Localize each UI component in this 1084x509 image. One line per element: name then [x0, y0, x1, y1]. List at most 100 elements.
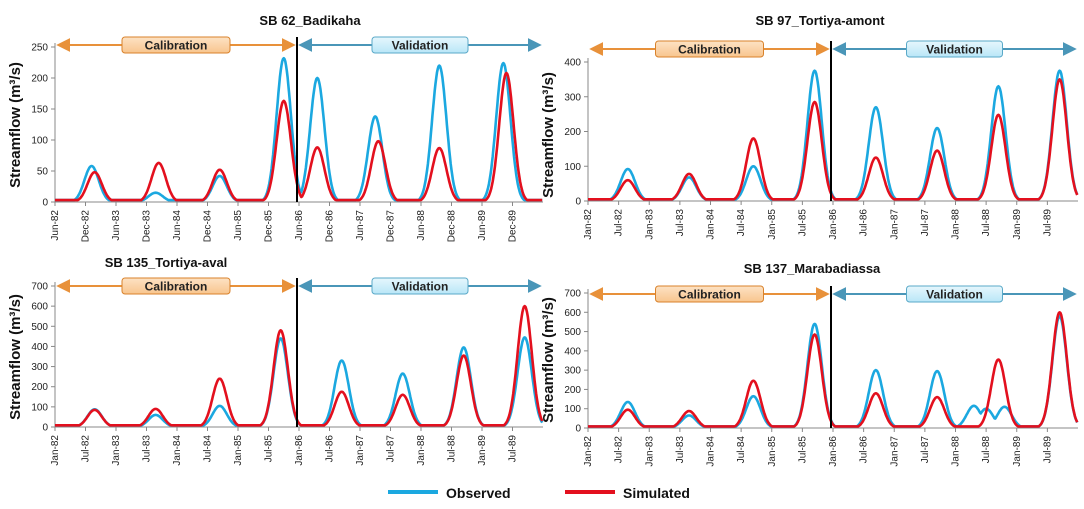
- x-tick-label: Dec-84: [203, 210, 214, 243]
- x-tick-label: Dec-89: [508, 210, 519, 243]
- x-tick-label: Jan-86: [828, 209, 839, 240]
- y-tick-label: 400: [564, 58, 581, 69]
- chart-panel-badikaha: SB 62_Badikaha Streamflow (m³/s) 0 50 100 1…: [7, 13, 543, 242]
- y-tick-label: 250: [31, 43, 48, 54]
- y-tick-label: 300: [564, 366, 581, 377]
- chart-title: SB 62_Badikaha: [259, 13, 361, 28]
- legend-label-observed: Observed: [446, 485, 511, 501]
- y-tick-label: 150: [31, 105, 48, 116]
- x-tick-label: Dec-88: [447, 210, 458, 243]
- y-tick-label: 400: [31, 342, 48, 353]
- chart-title: SB 97_Tortiya-amont: [755, 13, 885, 28]
- x-tick-label: Jan-86: [828, 436, 839, 467]
- chart-panel-marabadiassa: SB 137_Marabadiassa Streamflow (m³/s) 0 1…: [540, 261, 1079, 467]
- validation-label-box: [371, 36, 469, 54]
- x-tick-label: Jul-85: [264, 435, 275, 463]
- x-tick-label: Jan-82: [583, 436, 594, 467]
- calibration-label-box: [121, 277, 231, 295]
- calibration-label: Calibration: [145, 280, 208, 294]
- x-tick-label: Jan-87: [889, 436, 900, 467]
- x-tick-label: Dec-85: [264, 210, 275, 243]
- legend-label-simulated: Simulated: [623, 485, 690, 501]
- x-tick-label: Jan-85: [767, 209, 778, 240]
- x-tick-label: Jan-87: [355, 435, 366, 466]
- y-tick-label: 0: [42, 198, 48, 209]
- x-tick-label: Jul-83: [675, 209, 686, 237]
- x-tick-label: Jun-88: [416, 210, 427, 241]
- x-tick-label: Jul-86: [859, 436, 870, 464]
- y-tick-label: 500: [31, 322, 48, 333]
- x-tick-label: Jun-82: [50, 210, 61, 241]
- y-tick-label: 200: [31, 74, 48, 85]
- plot-area: 0 100 200 300 400 Jan-82 Jul-82 Jan-83 Jul-83 Jan…: [564, 40, 1079, 240]
- x-tick-label: Jul-88: [447, 435, 458, 463]
- y-tick-label: 500: [564, 327, 581, 338]
- x-tick-label: Jan-88: [951, 436, 962, 467]
- x-tick-label: Jan-86: [294, 435, 305, 466]
- x-tick-label: Jul-82: [614, 209, 625, 237]
- x-tick-label: Jun-89: [477, 210, 488, 241]
- calibration-label-box: [121, 36, 231, 54]
- x-tick-label: Dec-83: [142, 210, 153, 243]
- series-line-simulated: [587, 311, 1079, 428]
- x-tick-label: Jul-82: [614, 436, 625, 464]
- chart-panel-tortiya-amont: SB 97_Tortiya-amont Streamflow (m³/s) 0 1…: [540, 13, 1079, 240]
- validation-label-box: [371, 277, 469, 295]
- y-tick-label: 100: [564, 162, 581, 173]
- x-tick-label: Jul-82: [81, 435, 92, 463]
- series-line-observed: [54, 56, 543, 202]
- x-tick-label: Jun-86: [294, 210, 305, 241]
- validation-label: Validation: [926, 288, 983, 302]
- x-tick-label: Jul-87: [920, 436, 931, 464]
- y-tick-label: 400: [564, 346, 581, 357]
- chart-panel-tortiya-aval: SB 135_Tortiya-aval Streamflow (m³/s) 0 1…: [7, 255, 544, 466]
- calibration-label: Calibration: [145, 39, 208, 53]
- x-tick-label: Jul-86: [859, 209, 870, 237]
- y-tick-label: 600: [564, 308, 581, 319]
- x-tick-label: Jan-83: [644, 209, 655, 240]
- series-line-simulated: [54, 304, 544, 427]
- x-tick-label: Jul-87: [920, 209, 931, 237]
- y-tick-label: 200: [564, 127, 581, 138]
- y-axis-label: Streamflow (m³/s): [7, 294, 24, 420]
- series-line-simulated: [587, 78, 1079, 201]
- x-tick-label: Jul-88: [981, 436, 992, 464]
- x-tick-label: Jan-88: [951, 209, 962, 240]
- x-tick-label: Jan-84: [706, 209, 717, 240]
- calibration-label-box: [655, 285, 764, 303]
- x-tick-label: Jul-89: [508, 435, 519, 463]
- y-tick-label: 300: [31, 362, 48, 373]
- x-tick-label: Dec-87: [386, 210, 397, 243]
- y-tick-label: 200: [31, 382, 48, 393]
- y-tick-label: 0: [575, 424, 581, 435]
- x-tick-label: Jan-83: [111, 435, 122, 466]
- x-tick-label: Jun-83: [111, 210, 122, 241]
- y-tick-label: 300: [564, 92, 581, 103]
- legend: Observed Simulated: [388, 485, 690, 501]
- x-tick-label: Jun-84: [172, 210, 183, 241]
- plot-area: 0 50 100 150 200 250 Jun-82 Dec-82 Jun-83 Dec-83 J…: [31, 36, 543, 243]
- y-tick-label: 100: [31, 402, 48, 413]
- x-tick-label: Jan-87: [889, 209, 900, 240]
- validation-label-box: [906, 285, 1003, 303]
- plot-area: 0 100 200 300 400 500 600 700 Jan-82 Jul-82 Jan-83…: [31, 277, 544, 466]
- x-tick-label: Jul-84: [736, 209, 747, 237]
- x-tick-label: Jan-89: [477, 435, 488, 466]
- x-tick-label: Dec-86: [325, 210, 336, 243]
- calibration-label-box: [655, 40, 764, 58]
- x-tick-label: Jul-84: [736, 436, 747, 464]
- y-axis-label: Streamflow (m³/s): [540, 297, 557, 423]
- x-tick-label: Jul-86: [325, 435, 336, 463]
- y-tick-label: 700: [564, 289, 581, 300]
- y-tick-label: 600: [31, 302, 48, 313]
- x-tick-label: Jul-85: [797, 436, 808, 464]
- x-tick-label: Jan-88: [416, 435, 427, 466]
- y-tick-label: 100: [564, 404, 581, 415]
- y-tick-label: 50: [37, 167, 49, 178]
- x-tick-label: Jul-84: [203, 435, 214, 463]
- y-tick-label: 700: [31, 282, 48, 293]
- x-tick-label: Jan-83: [644, 436, 655, 467]
- calibration-label: Calibration: [678, 43, 741, 57]
- x-tick-label: Jul-89: [1042, 436, 1053, 464]
